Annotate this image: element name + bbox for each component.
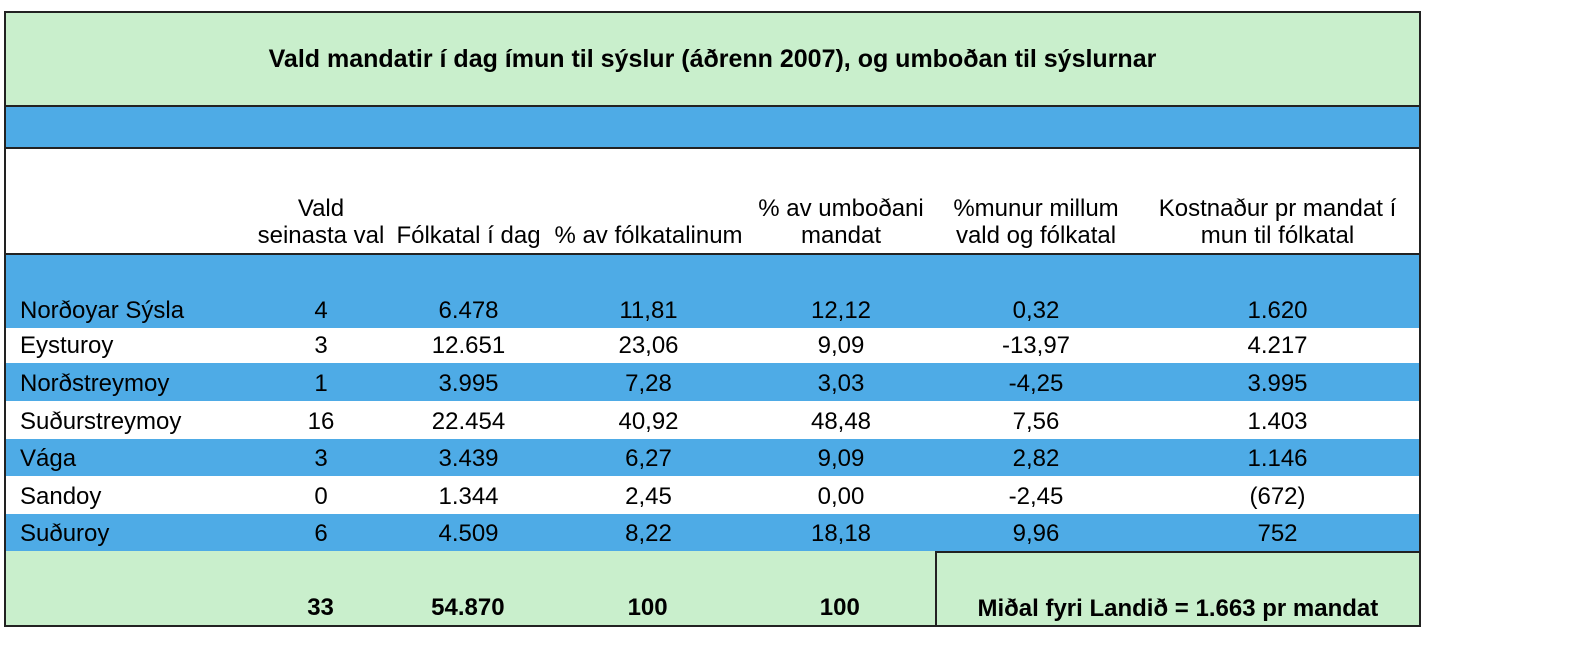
table-cell: 3.439 (438, 445, 499, 472)
table-cell: -4,25 (1008, 370, 1064, 397)
row-label: Eysturoy (20, 332, 114, 359)
total-cell: 100 (819, 594, 860, 621)
table-cell: 3.995 (1247, 370, 1308, 397)
table-cell: 4 (314, 297, 328, 324)
table-cell: 18,18 (810, 520, 872, 547)
table-cell: 1.620 (1247, 297, 1308, 324)
table-cell: 1.146 (1247, 445, 1308, 472)
table-cell: 6.478 (438, 297, 499, 324)
table-cell: 12,12 (810, 297, 872, 324)
table-cell: 22.454 (431, 408, 506, 435)
row-label: Norðstreymoy (20, 370, 170, 397)
table-row: Eysturoy 3 12.651 23,06 9,09 -13,97 4.217 (6, 328, 1419, 363)
row-label: Suðurstreymoy (20, 408, 182, 435)
table-title: Vald mandatir í dag ímun til sýslur (áðr… (6, 13, 1419, 107)
row-label: Suðuroy (20, 520, 110, 547)
table-cell: 8,22 (625, 520, 672, 547)
header-row: Vald seinasta val Fólkatal í dag % av fólk… (6, 149, 1419, 255)
column-header: % av fólkatalinum (554, 222, 743, 249)
table-cell: 9,09 (817, 332, 865, 359)
total-cell: 54.870 (431, 594, 505, 621)
table-cell: 6 (314, 520, 328, 547)
table-cell: 40,92 (618, 408, 679, 435)
table-cell: 752 (1257, 520, 1298, 547)
row-label: Sandoy (20, 483, 102, 510)
table-cell: 11,81 (619, 297, 678, 324)
column-header: Vald seinasta val (257, 195, 385, 249)
row-label: Vága (20, 445, 77, 472)
blue-separator-row (6, 107, 1419, 149)
table-cell: 9,09 (817, 445, 865, 472)
table-cell: 1.344 (438, 483, 499, 510)
column-header: Kostnaður pr mandat í mun til fólkatal (1158, 195, 1397, 249)
table-cell: 6,27 (625, 445, 672, 472)
table-cell: -2,45 (1008, 483, 1064, 510)
table-cell: 0 (314, 483, 328, 510)
table-cell: (672) (1249, 483, 1306, 510)
table-cell: 7,56 (1012, 408, 1060, 435)
table-cell: 16 (307, 408, 335, 435)
national-average-summary: Miðal fyri Landið = 1.663 pr mandat (934, 551, 1419, 625)
table-cell: 1.403 (1247, 408, 1308, 435)
table-cell: 9,96 (1012, 520, 1060, 547)
column-header: Fólkatal í dag (396, 222, 541, 249)
table-cell: 3 (314, 445, 328, 472)
table-row: Norðstreymoy 1 3.995 7,28 3,03 -4,25 3.995 (6, 363, 1419, 401)
table-cell: 2,45 (625, 483, 672, 510)
totals-row: 33 54.870 100 100 Miðal fyri Landið = 1.663 … (6, 551, 1419, 625)
table-cell: 3 (314, 332, 328, 359)
column-header: %munur millum vald og fólkatal (953, 195, 1119, 249)
table-cell: 3.995 (438, 370, 499, 397)
row-label: Norðoyar Sýsla (20, 297, 185, 324)
table-row: Suðurstreymoy 16 22.454 40,92 48,48 7,56 1.403 (6, 401, 1419, 439)
table-cell: 0,00 (817, 483, 865, 510)
column-header (6, 149, 256, 253)
table-row: Vága 3 3.439 6,27 9,09 2,82 1.146 (6, 439, 1419, 476)
table-cell: 48,48 (810, 408, 872, 435)
total-cell: 33 (307, 594, 334, 621)
table-cell: 0,32 (1012, 297, 1060, 324)
table-cell: 12.651 (431, 332, 506, 359)
table-row: Sandoy 0 1.344 2,45 0,00 -2,45 (672) (6, 476, 1419, 514)
table-cell: 7,28 (625, 370, 672, 397)
table-row: Suðuroy 6 4.509 8,22 18,18 9,96 752 (6, 514, 1419, 551)
table-row: Norðoyar Sýsla 4 6.478 11,81 12,12 0,32 1.620 (6, 255, 1419, 328)
total-cell (6, 551, 256, 625)
table-cell: 2,82 (1012, 445, 1060, 472)
table-cell: 1 (314, 370, 328, 397)
table-cell: 4.509 (438, 520, 499, 547)
total-cell: 100 (627, 594, 668, 621)
table-cell: 3,03 (817, 370, 865, 397)
data-table: Vald mandatir í dag ímun til sýslur (áðr… (4, 11, 1421, 627)
table-cell: 23,06 (618, 332, 679, 359)
table-cell: 4.217 (1247, 332, 1308, 359)
table-cell: -13,97 (1001, 332, 1071, 359)
column-header: % av umboðani mandat (758, 195, 924, 249)
